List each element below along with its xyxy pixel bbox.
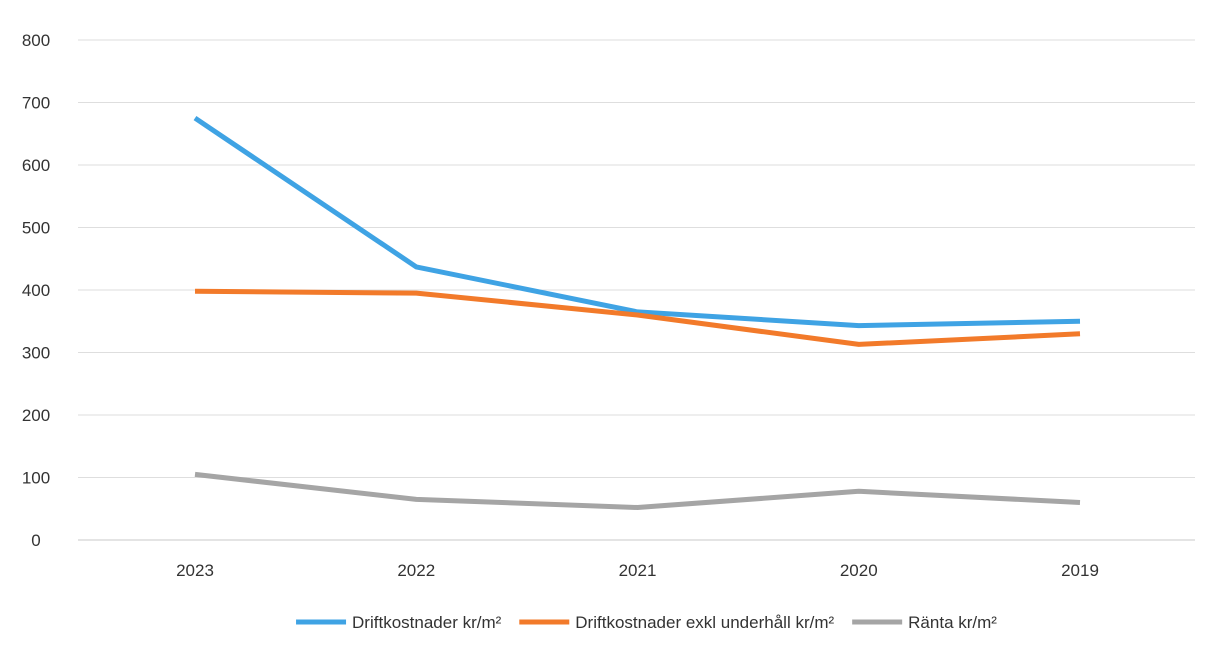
series-line xyxy=(194,288,1081,347)
y-tick-label: 0 xyxy=(31,531,40,550)
legend-label: Driftkostnader exkl underhåll kr/m² xyxy=(575,613,834,632)
legend: Driftkostnader kr/m² Driftkostnader exkl … xyxy=(296,613,997,632)
x-tick-label: 2023 xyxy=(176,561,214,580)
legend-label: Ränta kr/m² xyxy=(908,613,997,632)
x-tick-label: 2019 xyxy=(1061,561,1099,580)
series-line xyxy=(193,116,1081,329)
x-tick-label: 2021 xyxy=(619,561,657,580)
series-line xyxy=(194,471,1081,510)
y-axis: 0 100 200 300 400 500 600 700 800 xyxy=(22,31,50,550)
legend-label: Driftkostnader kr/m² xyxy=(352,613,502,632)
x-axis: 2023 2022 2021 2020 2019 xyxy=(176,561,1099,580)
y-tick-label: 400 xyxy=(22,281,50,300)
y-tick-label: 200 xyxy=(22,406,50,425)
x-tick-label: 2022 xyxy=(397,561,435,580)
series-lines xyxy=(193,116,1081,510)
y-tick-label: 100 xyxy=(22,469,50,488)
y-tick-label: 600 xyxy=(22,156,50,175)
y-tick-label: 700 xyxy=(22,94,50,113)
y-tick-label: 500 xyxy=(22,219,50,238)
y-tick-label: 300 xyxy=(22,344,50,363)
x-tick-label: 2020 xyxy=(840,561,878,580)
y-tick-label: 800 xyxy=(22,31,50,50)
